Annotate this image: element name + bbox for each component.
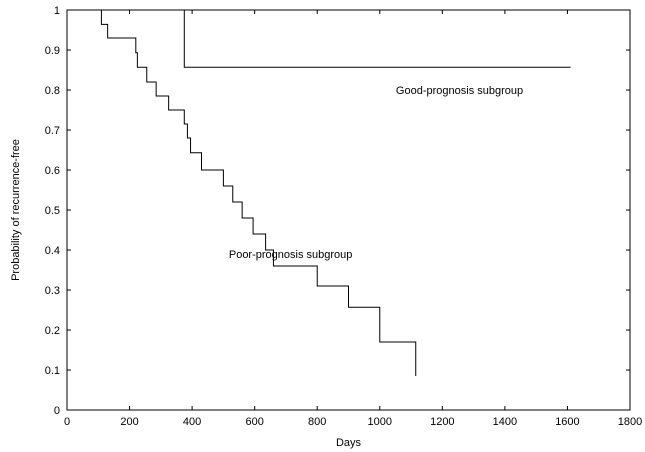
x-tick-labels: 0 200 400 600 800 1000 1200 1400 1600 1800 [64, 416, 642, 428]
y-tick-label: 0.5 [45, 205, 60, 217]
y-tick-label: 0.8 [45, 85, 60, 97]
label-poor-prognosis: Poor-prognosis subgroup [229, 249, 353, 261]
y-tick-label: 1 [54, 5, 60, 17]
y-tick-label: 0.1 [45, 365, 60, 377]
y-tick-label: 0.2 [45, 325, 60, 337]
x-tick-label: 1800 [618, 416, 642, 428]
series-line-good-prognosis [67, 9, 571, 68]
y-tick-label: 0.6 [45, 165, 60, 177]
y-tick-label: 0.7 [45, 125, 60, 137]
x-tick-label: 1400 [493, 416, 517, 428]
x-tick-label: 1600 [555, 416, 579, 428]
annotations: Good-prognosis subgroup Poor-prognosis su… [229, 85, 523, 261]
axis-ticks [66, 9, 631, 411]
y-axis-title: Probability of recurrence-free [10, 139, 22, 281]
y-tick-label: 0.4 [45, 245, 60, 257]
series-layer [67, 9, 571, 376]
x-tick-label: 200 [120, 416, 138, 428]
x-tick-label: 1000 [368, 416, 392, 428]
y-tick-labels: 0 0.1 0.2 0.3 0.4 0.5 0.6 0.7 0.8 0.9 1 [45, 5, 60, 417]
y-tick-label: 0.9 [45, 45, 60, 57]
y-tick-label: 0.3 [45, 285, 60, 297]
x-tick-label: 600 [245, 416, 263, 428]
y-tick-label: 0 [54, 405, 60, 417]
x-tick-label: 1200 [430, 416, 454, 428]
label-good-prognosis: Good-prognosis subgroup [396, 85, 523, 97]
plot-frame [66, 9, 631, 411]
x-axis-title: Days [336, 437, 362, 449]
x-tick-label: 400 [183, 416, 201, 428]
series-line-poor-prognosis [67, 9, 417, 376]
x-tick-label: 0 [64, 416, 70, 428]
x-tick-label: 800 [308, 416, 326, 428]
